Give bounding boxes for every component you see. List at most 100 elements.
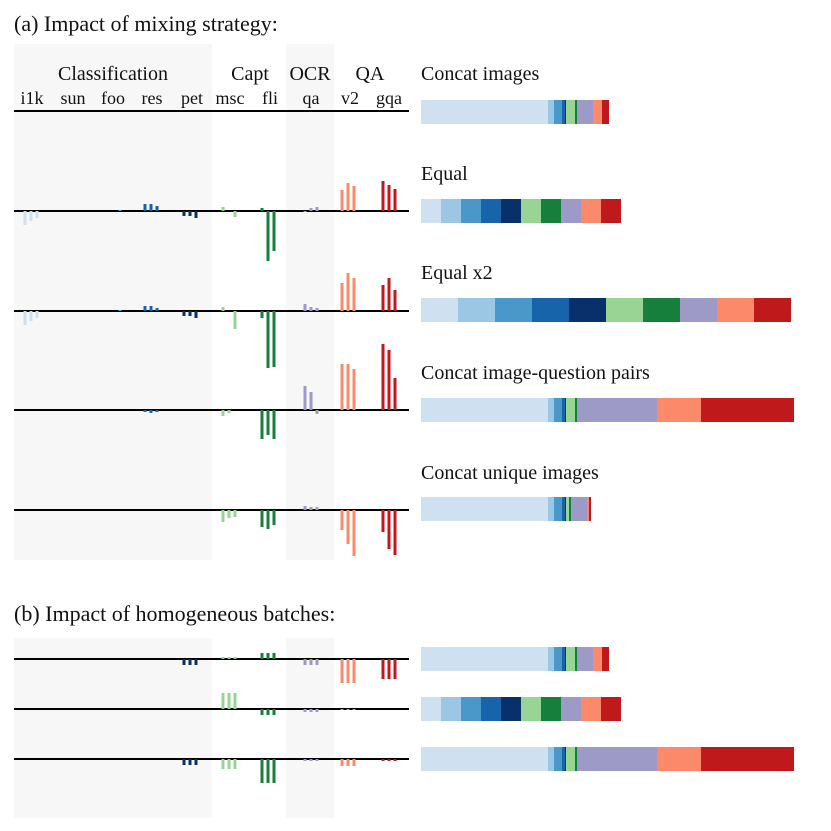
category-label-msc: msc	[216, 88, 245, 108]
a-row-4-fli-bar-2	[272, 510, 276, 525]
ocr-band-b	[286, 638, 334, 818]
a-row-1-mixture-msc	[521, 199, 541, 223]
b-row-0-msc-bar-0	[221, 657, 225, 659]
classification-band-a	[14, 44, 212, 560]
a-row-3-mixture-i1k	[421, 398, 548, 422]
a-row-3-mixture-fli	[575, 398, 577, 422]
b-row-0-fli-bar-2	[272, 653, 276, 659]
b-row-0-msc-bar-2	[233, 657, 237, 659]
b-row-0-qa-bar-1	[309, 659, 313, 665]
a-row-4-mixture-sun	[548, 497, 554, 521]
a-row-2-mixture-v2	[717, 298, 754, 322]
group-label-ocr: OCR	[289, 63, 331, 85]
a-row-2-i1k-bar-1	[29, 311, 33, 321]
b-row-2-fli-bar-1	[266, 759, 270, 783]
a-row-4-mixture-msc	[566, 497, 569, 521]
a-row-4-mixture-foo	[554, 497, 562, 521]
b-row-0-v2-bar-2	[352, 659, 356, 683]
a-row-2-mixture-pet	[569, 298, 606, 322]
a-row-4-msc-bar-0	[221, 510, 225, 522]
b-row-2-qa-bar-1	[309, 759, 313, 761]
heading-b: (b) Impact of homogeneous batches:	[14, 601, 335, 626]
b-row-2-msc-bar-1	[227, 759, 231, 769]
b-row-0-mixture-res	[562, 647, 565, 671]
b-row-2-pet-bar-2	[194, 759, 198, 765]
a-row-2-i1k-bar-0	[23, 311, 27, 325]
b-row-2-gqa-bar-1	[387, 759, 391, 761]
b-row-2-gqa-bar-0	[381, 759, 385, 761]
a-row-1-v2-bar-2	[352, 186, 356, 211]
b-row-2-mixture-gqa	[701, 747, 794, 771]
a-row-3-fli-bar-1	[266, 410, 270, 435]
b-row-2-pet-bar-0	[182, 759, 186, 765]
a-row-1-pet-bar-2	[194, 211, 198, 218]
a-row-3-fli-bar-0	[260, 410, 264, 439]
b-row-0-mixture-sun	[548, 647, 554, 671]
a-row-3-msc-bar-1	[227, 410, 231, 413]
a-row-1-qa-bar-1	[309, 208, 313, 211]
classification-band-b	[14, 638, 212, 818]
b-row-1-mixture-qa	[561, 697, 581, 721]
a-row-4-mixture-qa	[571, 497, 587, 521]
a-row-2-mixture-i1k	[421, 298, 458, 322]
a-row-2-fli-bar-1	[266, 311, 270, 368]
b-row-1-mixture-msc	[521, 697, 541, 721]
b-row-2-fli-bar-2	[272, 759, 276, 783]
b-row-0-mixture-qa	[577, 647, 593, 671]
a-row-1-gqa-bar-2	[393, 189, 397, 211]
a-row-3-res-bar-0	[143, 410, 147, 412]
b-row-2-mixture-foo	[554, 747, 562, 771]
a-row-0-mixture-v2	[593, 100, 602, 124]
a-row-2-qa-bar-0	[303, 304, 307, 311]
b-row-1-v2-bar-0	[340, 709, 344, 710]
b-row-2-mixture-pet	[565, 747, 566, 771]
a-row-4-mixture-i1k	[421, 497, 548, 521]
row-label-equal: Equal	[421, 163, 468, 185]
a-row-4-gqa-bar-1	[387, 510, 391, 549]
category-label-foo: foo	[101, 88, 125, 108]
a-row-4-msc-bar-1	[227, 510, 231, 518]
a-row-0-mixture-fli	[575, 100, 577, 124]
b-row-1-mixture-gqa	[601, 697, 621, 721]
b-row-2-mixture-res	[562, 747, 565, 771]
category-label-v2: v2	[341, 88, 359, 108]
a-row-4-qa-bar-0	[303, 506, 307, 510]
a-row-1-msc-bar-2	[233, 211, 237, 217]
a-row-2-gqa-bar-0	[381, 285, 385, 311]
a-row-4-qa-bar-1	[309, 507, 313, 510]
b-row-2-v2-bar-0	[340, 759, 344, 766]
a-row-1-fli-bar-1	[266, 211, 270, 261]
b-row-0-mixture-gqa	[602, 647, 609, 671]
a-row-2-fli-bar-0	[260, 311, 264, 318]
row-label-concat-unique-images: Concat unique images	[421, 462, 599, 484]
a-row-1-res-bar-1	[149, 204, 153, 211]
a-row-1-i1k-bar-0	[23, 211, 27, 225]
a-row-1-mixture-gqa	[601, 199, 621, 223]
b-row-1-fli-bar-0	[260, 709, 264, 715]
category-label-i1k: i1k	[20, 88, 43, 108]
row-label-equal-x2: Equal x2	[421, 262, 493, 284]
b-row-0-gqa-bar-0	[381, 659, 385, 679]
b-row-2-v2-bar-1	[346, 759, 350, 766]
a-row-2-v2-bar-1	[346, 273, 350, 311]
a-row-1-qa-bar-0	[303, 211, 307, 212]
a-row-3-mixture-v2	[657, 398, 701, 422]
b-row-1-msc-bar-2	[233, 693, 237, 709]
a-row-3-mixture-qa	[577, 398, 657, 422]
category-label-sun: sun	[60, 88, 85, 108]
b-row-1-mixture-foo	[461, 697, 481, 721]
a-row-4-gqa-bar-2	[393, 510, 397, 555]
a-row-0-mixture-sun	[548, 100, 554, 124]
b-row-1-v2-bar-2	[352, 709, 356, 710]
heading-a: (a) Impact of mixing strategy:	[14, 11, 278, 36]
a-row-3-gqa-bar-0	[381, 344, 385, 410]
b-row-1-qa-bar-2	[315, 709, 319, 712]
a-row-2-v2-bar-2	[352, 278, 356, 311]
b-row-2-qa-bar-2	[315, 759, 319, 761]
b-row-2-v2-bar-2	[352, 759, 356, 766]
b-row-2-msc-bar-0	[221, 759, 225, 769]
a-row-2-pet-bar-0	[182, 311, 186, 316]
a-row-4-mixture-pet	[565, 497, 566, 521]
b-row-0-fli-bar-0	[260, 653, 264, 659]
b-row-1-qa-bar-1	[309, 709, 313, 712]
